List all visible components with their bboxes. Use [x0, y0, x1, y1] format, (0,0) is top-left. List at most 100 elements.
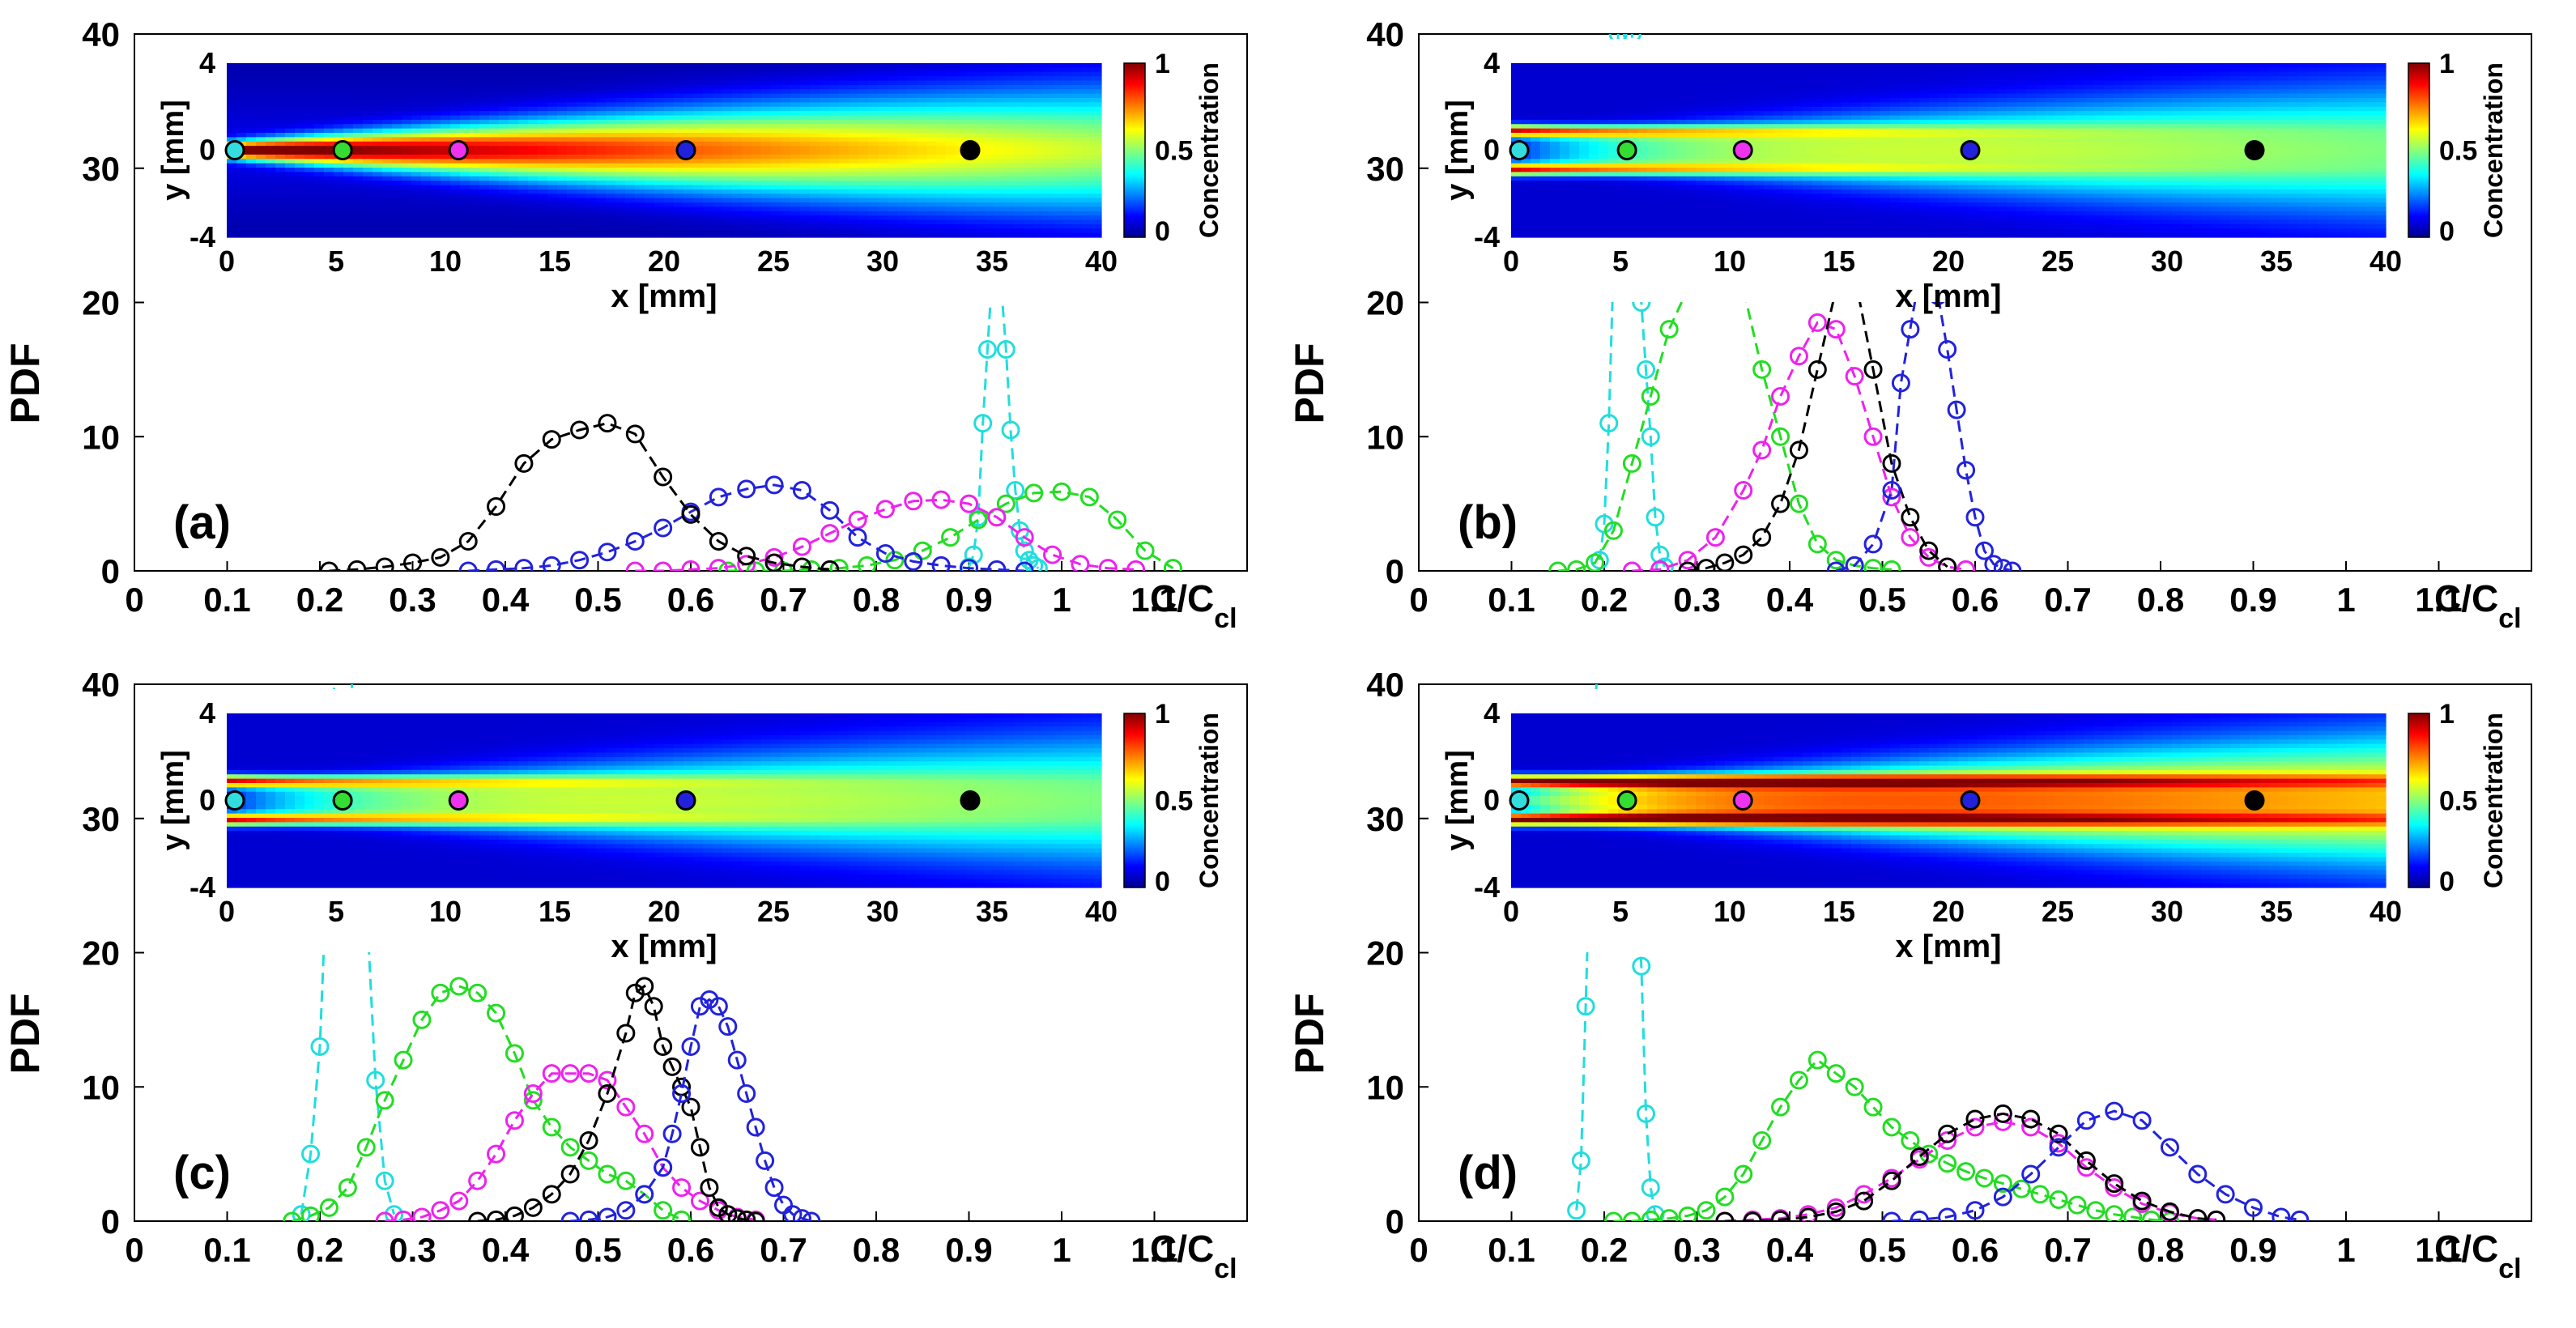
- heatmap-cell: [392, 146, 402, 151]
- heatmap-cell: [936, 198, 947, 203]
- heatmap-cell: [781, 189, 791, 194]
- heatmap-cell: [1744, 189, 1755, 194]
- heatmap-cell: [752, 80, 762, 86]
- heatmap-cell: [1014, 76, 1024, 82]
- heatmap-cell: [460, 194, 470, 199]
- heatmap-cell: [956, 93, 966, 99]
- heatmap-cell: [1550, 159, 1561, 164]
- heatmap-cell: [985, 98, 995, 103]
- heatmap-cell: [800, 106, 811, 112]
- heatmap-cell: [800, 119, 811, 125]
- heatmap-cell: [868, 80, 879, 86]
- heatmap-cell: [654, 128, 665, 134]
- heatmap-cell: [557, 172, 568, 177]
- heatmap-cell: [586, 176, 597, 181]
- heatmap-cell: [1033, 137, 1044, 143]
- heatmap-cell: [1033, 176, 1044, 181]
- heatmap-cell: [1511, 198, 1522, 203]
- heatmap-cell: [1569, 219, 1580, 225]
- heatmap-cell: [752, 206, 762, 212]
- heatmap-cell: [227, 119, 237, 125]
- heatmap-cell: [829, 98, 840, 103]
- heatmap-cell: [499, 146, 509, 151]
- heatmap-cell: [489, 223, 500, 229]
- heatmap-cell: [236, 80, 247, 86]
- heatmap-cell: [888, 115, 898, 121]
- heatmap-cell: [713, 168, 723, 172]
- heatmap-cell: [567, 228, 577, 234]
- heatmap-cell: [460, 228, 470, 234]
- heatmap-cell: [547, 159, 558, 164]
- heatmap-cell: [1560, 215, 1570, 221]
- heatmap-cell: [732, 163, 743, 168]
- heatmap-cell: [1004, 98, 1015, 103]
- heatmap-cell: [1637, 185, 1648, 190]
- heatmap-cell: [742, 146, 752, 151]
- heatmap-cell: [771, 172, 781, 177]
- heatmap-cell: [1014, 106, 1024, 112]
- heatmap-cell: [1618, 215, 1629, 221]
- heatmap-cell: [1024, 228, 1034, 234]
- heatmap-cell: [499, 232, 509, 238]
- heatmap-cell: [907, 206, 918, 212]
- heatmap-cell: [625, 137, 636, 143]
- heatmap-cell: [878, 63, 888, 68]
- heatmap-cell: [829, 154, 840, 160]
- heatmap-cell: [820, 206, 830, 212]
- heatmap-cell: [1024, 115, 1034, 121]
- heatmap-cell: [625, 176, 636, 181]
- heatmap-cell: [693, 163, 704, 168]
- heatmap-cell: [450, 111, 461, 117]
- heatmap-cell: [1062, 71, 1073, 77]
- heatmap-cell: [499, 93, 509, 99]
- heatmap-cell: [402, 119, 412, 125]
- heatmap-cell: [761, 211, 772, 216]
- heatmap-cell: [820, 67, 830, 73]
- heatmap-cell: [781, 185, 791, 190]
- heatmap-cell: [1014, 211, 1024, 216]
- heatmap-cell: [674, 119, 684, 125]
- heatmap-cell: [965, 181, 976, 186]
- heatmap-cell: [421, 176, 432, 181]
- x-tick-label: 0: [125, 581, 143, 619]
- heatmap-cell: [1676, 119, 1687, 125]
- data-point-black: [1752, 528, 1772, 547]
- heatmap-cell: [1579, 223, 1590, 229]
- heatmap-cell: [343, 124, 354, 130]
- heatmap-cell: [839, 176, 849, 181]
- heatmap-cell: [1579, 93, 1590, 99]
- heatmap-cell: [1725, 67, 1735, 73]
- heatmap-cell: [1637, 176, 1648, 181]
- heatmap-cell: [917, 106, 927, 112]
- heatmap-cell: [956, 84, 966, 90]
- heatmap-cell: [450, 228, 461, 234]
- heatmap-cell: [334, 80, 344, 86]
- heatmap-cell: [917, 119, 927, 125]
- heatmap-cell: [713, 159, 723, 164]
- heatmap-cell: [771, 211, 781, 216]
- heatmap-cell: [1608, 219, 1619, 225]
- heatmap-cell: [1657, 181, 1667, 186]
- heatmap-cell: [713, 71, 723, 77]
- heatmap-cell: [810, 124, 820, 130]
- heatmap-cell: [304, 111, 315, 117]
- heatmap-cell: [829, 198, 840, 203]
- heatmap-cell: [1531, 146, 1541, 151]
- colorbar-tick-label: 1: [1155, 49, 1170, 79]
- heatmap-cell: [411, 185, 422, 190]
- heatmap-cell: [470, 223, 480, 229]
- heatmap-cell: [382, 84, 393, 90]
- heatmap-cell: [246, 124, 257, 130]
- heatmap-cell: [314, 154, 325, 160]
- heatmap-cell: [1715, 102, 1726, 108]
- heatmap-cell: [1043, 102, 1054, 108]
- heatmap-cell: [1033, 163, 1044, 168]
- heatmap-cell: [839, 198, 849, 203]
- heatmap-cell: [674, 93, 684, 99]
- heatmap-cell: [1511, 223, 1522, 229]
- heatmap-cell: [411, 111, 422, 117]
- heatmap-cell: [635, 133, 645, 138]
- heatmap-cell: [897, 150, 908, 155]
- heatmap-cell: [411, 76, 422, 82]
- heatmap-cell: [489, 124, 500, 130]
